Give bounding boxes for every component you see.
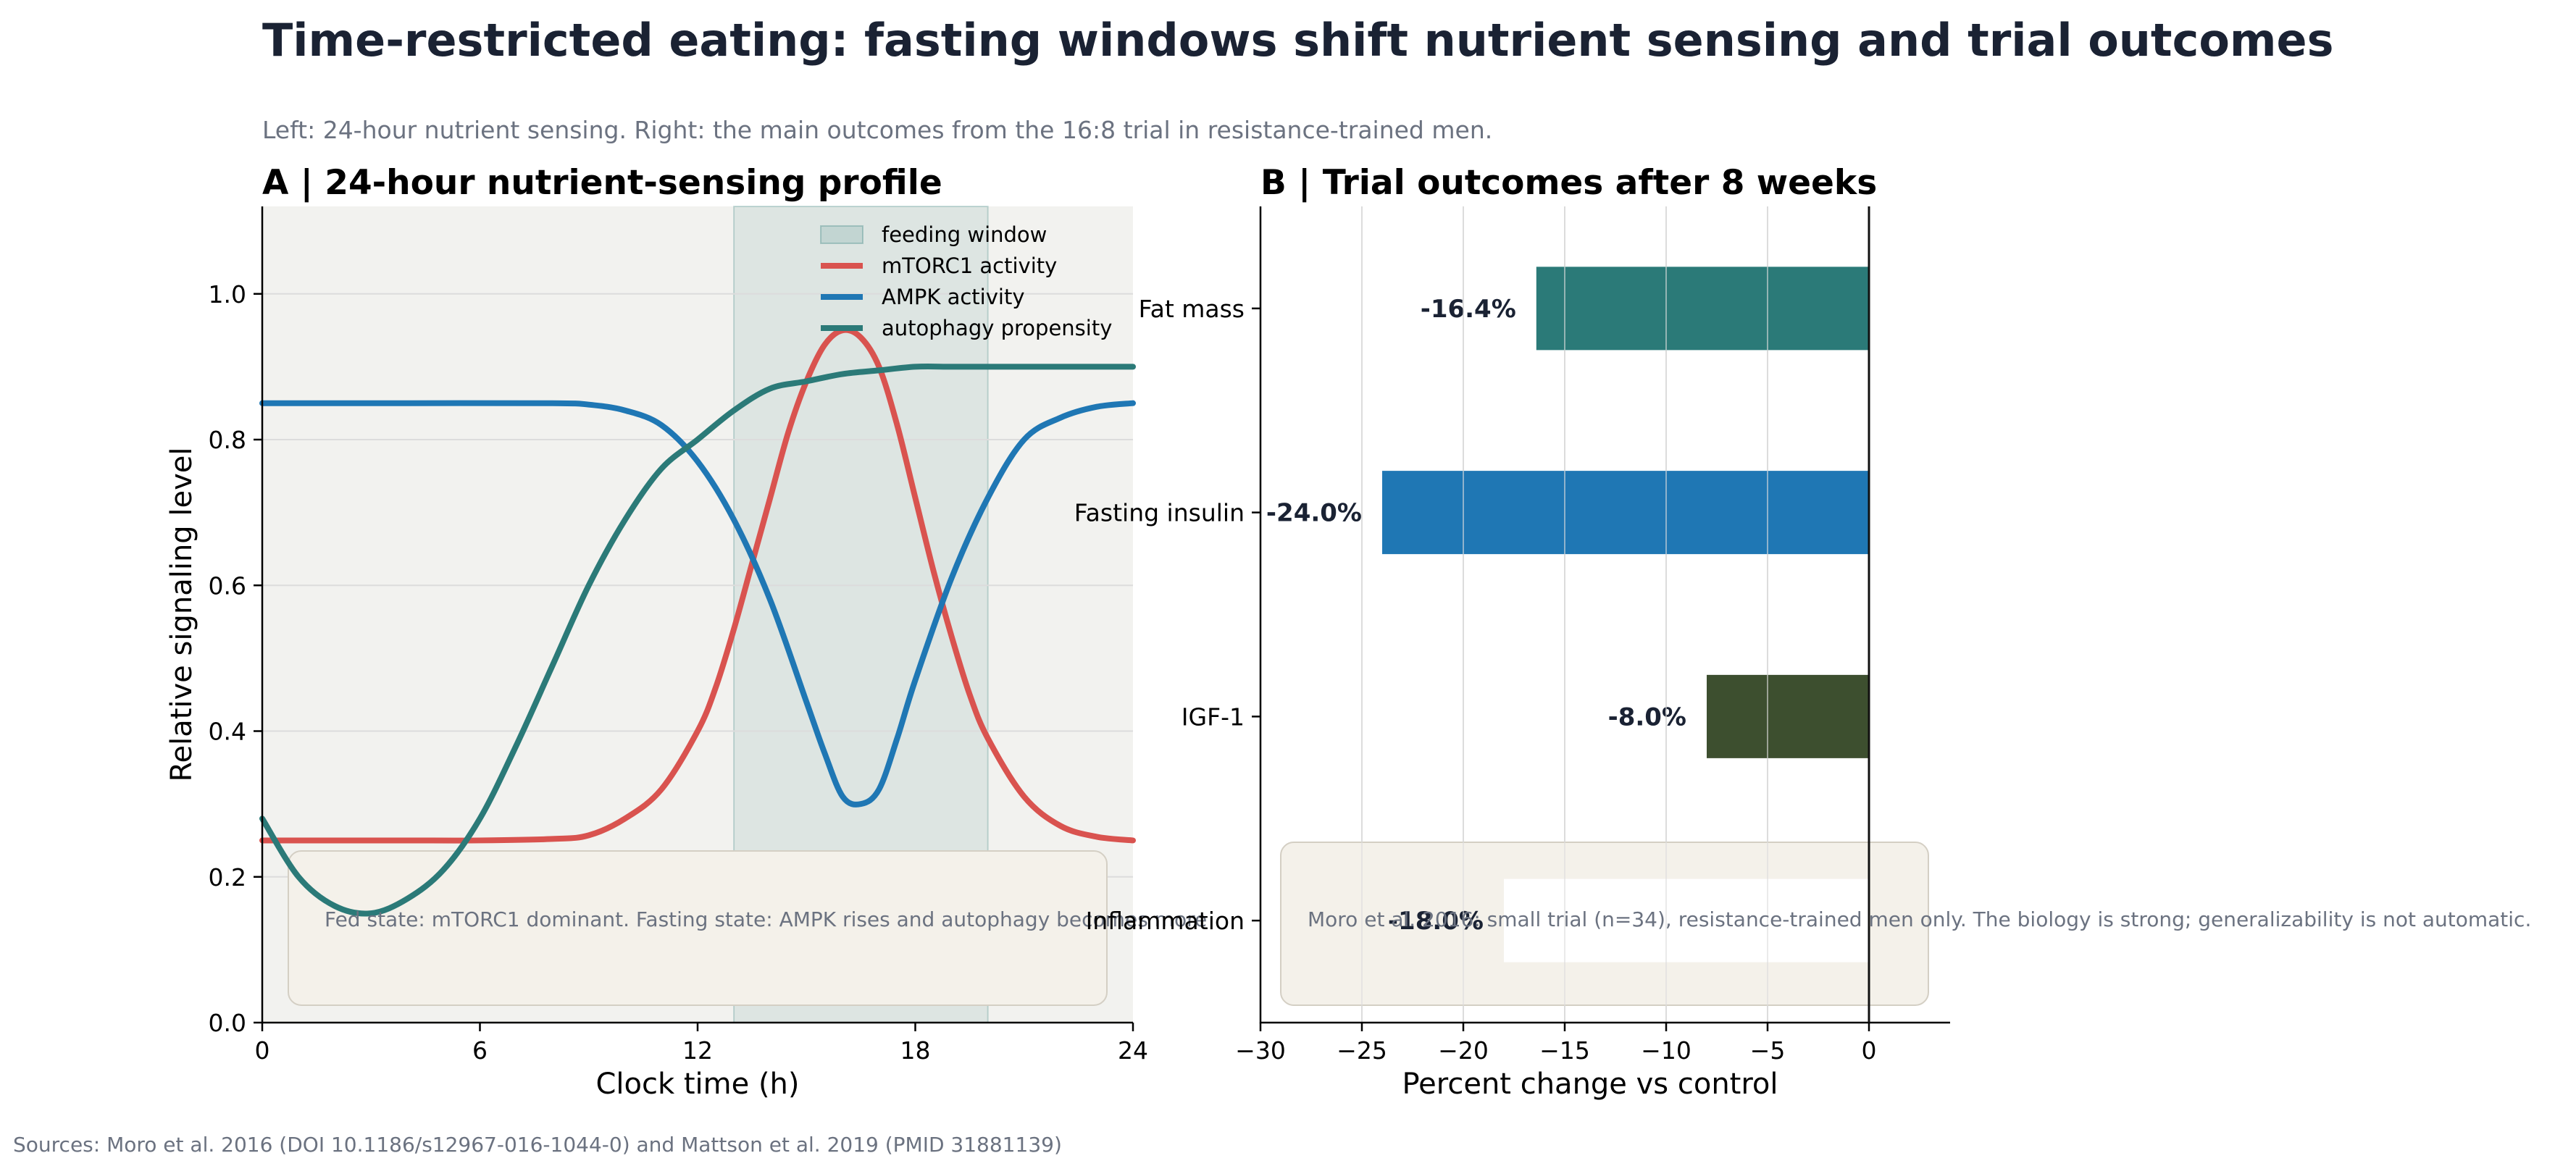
panel-a-x-tick-label-3: 18 [900,1036,931,1065]
panel-a-annotation-text: Fed state: mTORC1 dominant. Fasting stat… [325,907,1207,931]
panel-a-y-axis-label: Relative signaling level [165,447,198,781]
bar-value-label-inflammation: -18.0% [1388,907,1484,936]
panel-a-x-tick-label-1: 6 [472,1036,488,1065]
bar-fasting-insulin [1382,471,1869,555]
panel-b-x-axis-label: Percent change vs control [1402,1068,1778,1101]
panel-b-x-tick-label-5: −5 [1750,1036,1786,1065]
panel-b-x-tick-label-3: −15 [1539,1036,1590,1065]
panel-a-x-tick-label-0: 0 [255,1036,270,1065]
bar-value-label-fasting-insulin: -24.0% [1266,499,1362,528]
bar-igf-1 [1707,674,1869,758]
series-line-ampk-activity [259,400,1136,808]
legend-label-feeding-window: feeding window [882,222,1047,247]
category-label-igf-1: IGF-1 [1182,702,1245,731]
series-line-mtorc1-activity [259,327,1136,844]
panel-a-x-tick-label-4: 24 [1118,1036,1148,1065]
bar-value-label-igf-1: -8.0% [1608,702,1686,731]
panel-b-x-tick-label-6: 0 [1862,1036,1877,1065]
panel-a-line-chart: 0 6 12 18 24 0.0 0.2 0.4 0.6 0.8 1.0 feeding windo… [165,163,1207,1101]
category-label-inflammation: Inflammation [1086,907,1245,935]
panel-b-x-tick-label-0: −30 [1235,1036,1286,1065]
panel-b-bar-chart: -16.4% -24.0% -8.0% -18.0% −30 −25 −20 −15 −10 −… [1074,163,2532,1101]
series-line-autophagy-propensity [259,364,1136,917]
panel-a-y-tick-label-1: 0.2 [209,863,246,892]
panel-a-y-tick-label-2: 0.4 [209,718,246,746]
panel-a-title: A | 24-hour nutrient-sensing profile [262,163,942,203]
panel-a-annotation-box [288,850,1108,1006]
panel-b-x-tick-label-4: −10 [1641,1036,1691,1065]
panel-b-annotation-text: Moro et al. 2016: small trial (n=34), re… [1308,907,2531,931]
panel-a-y-tick-label-3: 0.6 [209,571,246,600]
panel-b-x-tick-label-2: −20 [1438,1036,1489,1065]
panel-a-x-axis-label: Clock time (h) [595,1068,799,1101]
category-label-fasting-insulin: Fasting insulin [1074,499,1245,527]
panel-b-x-tick-label-1: −25 [1337,1036,1387,1065]
panel-a-y-tick-label-5: 1.0 [209,280,246,309]
bar-value-label-fat-mass: -16.4% [1421,295,1516,324]
legend-label-ampk-activity: AMPK activity [882,285,1024,309]
bar-fat-mass [1536,267,1869,351]
panel-a-y-tick-label-0: 0.0 [209,1009,246,1037]
panel-b-title: B | Trial outcomes after 8 weeks [1260,163,1877,203]
figure-source-note: Sources: Moro et al. 2016 (DOI 10.1186/s… [13,1133,1062,1157]
panel-a-x-tick-label-2: 12 [682,1036,713,1065]
legend-label-autophagy-propensity: autophagy propensity [882,316,1112,340]
figure-subtitle: Left: 24-hour nutrient sensing. Right: t… [262,116,1492,144]
category-label-fat-mass: Fat mass [1139,295,1245,323]
panel-a-y-tick-label-4: 0.8 [209,426,246,454]
figure-title: Time-restricted eating: fasting windows … [262,14,2333,67]
legend-label-mtorc1-activity: mTORC1 activity [882,253,1057,278]
legend-swatch-feeding-window [820,225,863,244]
panel-a-legend: feeding window mTORC1 activity AMPK activi… [820,222,1112,340]
